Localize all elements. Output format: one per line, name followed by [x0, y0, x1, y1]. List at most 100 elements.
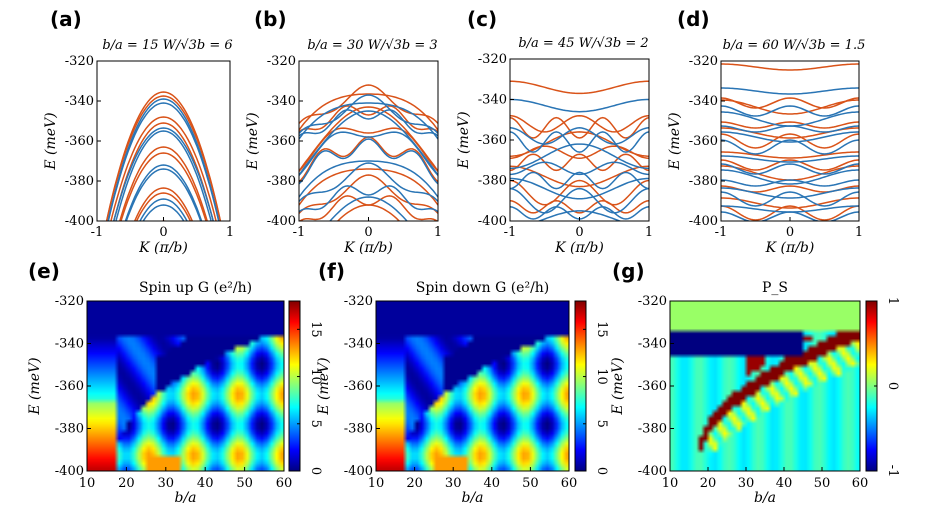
y-tick-label: -340 [638, 337, 667, 352]
band-line-down-4 [510, 143, 649, 170]
band-line-down-3 [299, 109, 438, 137]
x-tick-label: 60 [852, 476, 869, 491]
y-tick-label: -380 [55, 422, 84, 437]
band-line-down-8 [142, 204, 185, 221]
band-line-down-10 [536, 210, 623, 221]
x-tick-label: 50 [814, 476, 831, 491]
band-line-down-4 [115, 130, 212, 221]
y-tick-label: -320 [689, 54, 718, 69]
y-tick-label: -400 [65, 214, 94, 229]
y-tick-label: -340 [55, 337, 84, 352]
colorbar-tick-label: -1 [885, 465, 900, 478]
x-tick-label: -1 [715, 225, 728, 240]
y-tick-label: -360 [55, 379, 84, 394]
colorbar-tick-label: 1 [885, 297, 900, 305]
y-tick-label: -360 [267, 134, 296, 149]
band-line-up-12 [721, 205, 859, 221]
band-line-up-7 [510, 165, 649, 188]
colorbar-tick-label: 0 [885, 382, 900, 390]
y-tick-label: -400 [478, 214, 507, 229]
x-tick-label: 30 [158, 476, 175, 491]
band-line-down-8 [510, 187, 649, 214]
band-line-down-7 [721, 155, 859, 163]
band-line-down-3 [112, 127, 215, 221]
colorbar-tick-label: 15 [594, 321, 609, 338]
x-tick-label: 1 [855, 225, 863, 240]
band-line-down-2 [107, 102, 220, 221]
x-axis-label: K (π/b) [343, 240, 393, 256]
panel-label: (a) [50, 7, 82, 31]
y-tick-label: -400 [55, 464, 84, 479]
y-tick-label: -380 [689, 174, 718, 189]
band-line-up-4 [721, 121, 859, 129]
panel-label: (d) [677, 7, 710, 31]
band-line-down-2 [721, 105, 859, 117]
y-axis-label: E (meV) [27, 357, 43, 415]
x-axis-label: K (π/b) [554, 240, 604, 256]
band-line-down-6 [125, 168, 202, 221]
band-line-up-8 [135, 192, 192, 221]
x-tick-label: 10 [368, 476, 385, 491]
panel-title: Spin down G (e²/h) [416, 280, 550, 296]
x-tick-label: 1 [645, 225, 653, 240]
y-tick-label: -320 [65, 54, 94, 69]
x-tick-label: 60 [276, 476, 293, 491]
colorbar [288, 300, 301, 472]
band-line-down-5 [299, 131, 438, 176]
y-tick-label: -360 [344, 379, 373, 394]
band-line-down-6 [510, 171, 649, 190]
heatmap-canvas [376, 301, 569, 471]
y-axis-label: E (meV) [245, 112, 261, 170]
y-tick-label: -400 [344, 464, 373, 479]
y-axis-label: E (meV) [43, 112, 59, 170]
y-tick-label: -340 [344, 337, 373, 352]
panel-title: P_S [762, 280, 788, 296]
x-tick-label: 50 [522, 476, 539, 491]
band-line-up-2 [299, 84, 438, 124]
band-lines [105, 91, 222, 221]
band-line-up-3 [299, 105, 438, 133]
band-line-up-8 [299, 174, 438, 214]
heatmap-container [87, 301, 284, 471]
x-tick-label: -1 [504, 225, 517, 240]
band-line-up-1 [510, 80, 649, 95]
y-tick-label: -380 [638, 422, 667, 437]
band-line-up-1 [721, 63, 859, 71]
colorbar-tick-label: 10 [594, 368, 609, 385]
band-line-up-7 [721, 151, 859, 159]
band-line-up-6 [721, 133, 859, 149]
x-tick-label: 0 [364, 225, 372, 240]
band-line-up-4 [510, 131, 649, 157]
band-line-up-5 [510, 145, 649, 159]
x-tick-label: 40 [776, 476, 793, 491]
band-line-down-7 [510, 177, 649, 200]
x-tick-label: -1 [91, 225, 104, 240]
panel-title: b/a = 15 W/√3b = 6 [102, 38, 232, 53]
y-tick-label: -320 [267, 54, 296, 69]
panel-label: (b) [254, 7, 287, 31]
band-line-up-7 [299, 168, 438, 206]
y-tick-label: -340 [65, 94, 94, 109]
y-tick-label: -380 [65, 174, 94, 189]
x-tick-label: 10 [79, 476, 96, 491]
band-panel-1: -320 -340 -360 -380 -400-1 0 1 (a) b/a = 15 W/√3… [43, 7, 234, 256]
x-axis-label: K (π/b) [138, 240, 188, 256]
plot-background [97, 61, 230, 221]
x-tick-label: 0 [159, 225, 167, 240]
band-panel-2: -320 -340 -360 -380 -400-1 0 1 (b) b/a = 30 W/√3… [245, 7, 442, 256]
band-lines [721, 63, 859, 221]
y-axis-label: E (meV) [456, 111, 472, 169]
band-line-down-1 [510, 98, 649, 113]
y-axis-label: E (meV) [316, 357, 332, 415]
plot-background [721, 61, 859, 221]
colorbar-tick-label: 5 [308, 420, 323, 428]
heatmap-canvas [670, 301, 860, 471]
band-line-down-2 [510, 127, 649, 145]
panel-title: Spin up G (e²/h) [139, 280, 252, 296]
band-line-down-1 [299, 102, 438, 140]
band-panel-3: -320 -340 -360 -380 -400-1 0 1 (c) b/a = 45 W/√3… [456, 7, 653, 256]
band-line-down-3 [510, 131, 649, 153]
x-tick-label: 40 [197, 476, 214, 491]
band-line-up-9 [510, 200, 649, 214]
